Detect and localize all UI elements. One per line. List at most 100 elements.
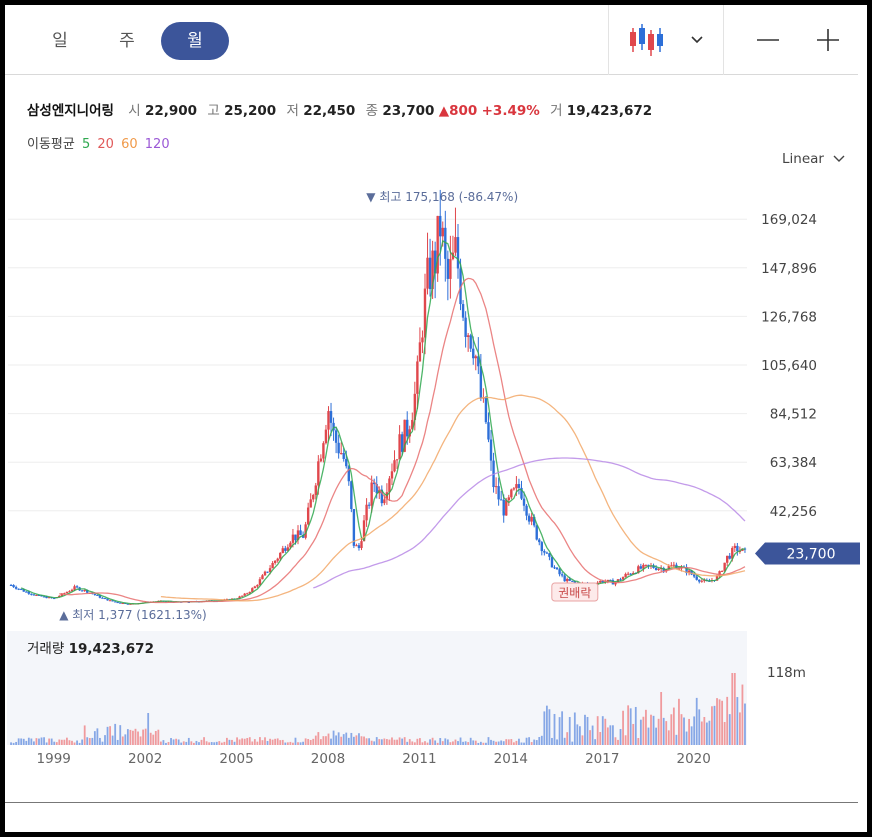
x-tick-label: 2008: [311, 751, 345, 767]
candle-body: [423, 288, 427, 338]
volume-bar: [627, 705, 630, 745]
candlestick-icon[interactable]: [627, 22, 667, 58]
ma-20[interactable]: 20: [97, 137, 114, 152]
candle-body: [550, 556, 554, 568]
candle-body: [45, 596, 48, 599]
candle-body: [703, 580, 706, 582]
volume-bar: [139, 736, 142, 745]
candle-body: [431, 250, 434, 290]
volume-bar: [388, 739, 391, 745]
tab-weekly[interactable]: 주: [119, 31, 135, 51]
volume-bar: [375, 737, 378, 745]
candle-body: [357, 545, 361, 549]
volume-bar: [439, 738, 442, 745]
candle-body: [687, 570, 691, 574]
candle-body: [421, 337, 424, 343]
tab-daily[interactable]: 일: [52, 31, 68, 51]
candle-body: [111, 600, 114, 602]
candle-body: [601, 580, 604, 583]
volume-bar: [340, 736, 343, 745]
volume-chart[interactable]: 118m: [5, 631, 865, 747]
ma-5[interactable]: 5: [81, 137, 91, 152]
candle-body: [715, 576, 719, 581]
ma-120[interactable]: 120: [144, 137, 170, 152]
candle-body: [571, 580, 574, 582]
scale-select[interactable]: Linear: [782, 151, 846, 167]
minus-icon[interactable]: [753, 25, 783, 55]
candle-body: [243, 593, 246, 596]
candle-body: [720, 570, 724, 572]
ma-60[interactable]: 60: [121, 137, 138, 152]
volume-bar: [81, 739, 84, 745]
candle-body: [388, 478, 391, 493]
bottom-divider: [5, 802, 858, 803]
candle-body: [499, 499, 503, 501]
volume-bar: [259, 737, 261, 745]
candle-body: [256, 584, 259, 587]
toolbar-divider: [608, 5, 609, 75]
volume-bar: [22, 738, 25, 745]
candle-body: [312, 494, 315, 500]
candle-body: [507, 497, 510, 501]
candle-body: [538, 539, 541, 543]
volume-bar: [286, 742, 289, 745]
volume-bar: [530, 742, 533, 745]
volume-bar: [629, 708, 632, 745]
y-tick-label: 147,896: [761, 261, 817, 277]
volume-bar: [421, 742, 424, 745]
volume-bar: [261, 740, 264, 745]
candle-body: [489, 439, 493, 461]
volume-bar: [53, 741, 56, 745]
volume-bar: [264, 737, 266, 745]
last-price-label: 23,700: [787, 546, 836, 562]
volume-bar: [507, 739, 510, 745]
chevron-down-icon[interactable]: [685, 27, 709, 51]
volume-bar: [558, 717, 561, 745]
volume-bar: [553, 713, 556, 745]
candle-body: [251, 588, 254, 592]
volume-bar: [718, 699, 721, 745]
volume-bar: [614, 737, 617, 745]
volume-bar: [101, 741, 104, 745]
candle-body: [545, 552, 549, 554]
candle-body: [527, 515, 531, 522]
candle-body: [725, 555, 729, 563]
candle-body: [479, 366, 483, 399]
volume-bar: [683, 717, 685, 745]
candle-body: [568, 578, 571, 581]
candle-body: [367, 504, 371, 506]
candle-body: [53, 598, 56, 600]
x-tick-label: 2005: [219, 751, 253, 767]
tab-monthly[interactable]: 월: [161, 22, 229, 60]
volume-bar: [200, 739, 203, 745]
volume-bar: [218, 741, 221, 745]
candle-body: [299, 530, 302, 536]
volume-bar: [434, 740, 437, 745]
price-chart[interactable]: 169,024 147,896 126,768 105,640 84,512 63,384…: [5, 175, 865, 635]
candle-body: [22, 589, 25, 592]
volume-bar: [289, 741, 292, 745]
volume-bar: [27, 737, 30, 745]
candle-body: [253, 586, 257, 589]
candle-body: [271, 563, 274, 569]
quote-summary: 삼성엔지니어링 시 22,900 고 25,200 저 22,450 종 23,…: [27, 99, 652, 119]
volume-bar: [96, 728, 99, 745]
volume-bar: [512, 742, 515, 745]
open-value: 22,900: [144, 103, 198, 119]
candle-body: [446, 258, 450, 279]
volume-bar: [73, 742, 76, 745]
candle-body: [375, 484, 378, 494]
candle-body: [383, 499, 386, 504]
candle-body: [301, 535, 305, 538]
candle-body: [329, 411, 333, 423]
volume-bar: [457, 741, 459, 745]
volume-bar: [713, 705, 716, 745]
candle-body: [464, 317, 467, 337]
volume-bar: [325, 736, 327, 745]
volume-bar: [309, 740, 312, 745]
plus-icon[interactable]: [813, 25, 843, 55]
candle-body: [80, 590, 84, 592]
volume-bar: [144, 728, 147, 745]
candle-body: [281, 548, 284, 553]
candle-body: [505, 500, 508, 516]
